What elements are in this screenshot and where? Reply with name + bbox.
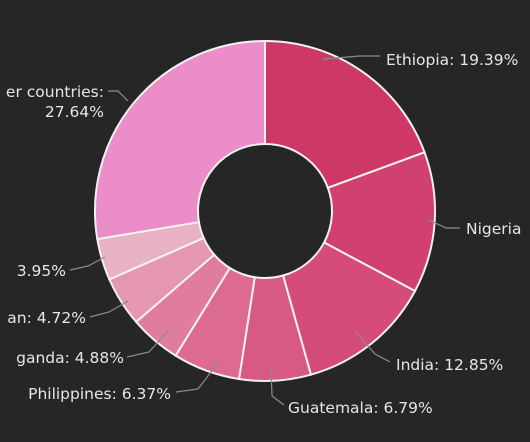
slice-label: Guatemala: 6.79% (288, 399, 433, 417)
slice-label: ganda: 4.88% (16, 349, 124, 367)
slice-label: 3.95% (17, 262, 66, 280)
slice-labels: Ethiopia: 19.39% Nigeria India: 12.85% Guat… (6, 51, 522, 417)
leader-line (175, 362, 219, 393)
donut-slice-ethiopia[interactable] (264, 39, 426, 190)
donut-slices (94, 39, 436, 382)
slice-label: an: 4.72% (7, 309, 86, 327)
donut-slice-india[interactable] (281, 241, 417, 376)
leader-line (108, 90, 129, 102)
slice-label-value: 27.64% (45, 103, 104, 121)
leader-lines (69, 55, 460, 406)
leader-line (89, 300, 129, 318)
slice-label: India: 12.85% (396, 356, 503, 374)
slice-label: Ethiopia: 19.39% (386, 51, 518, 69)
leader-line (126, 330, 169, 358)
leader-line (322, 55, 380, 60)
leader-line (69, 256, 106, 271)
slice-label: Philippines: 6.37% (28, 385, 171, 403)
slice-label: er countries: (6, 83, 104, 101)
leader-line (354, 330, 391, 363)
donut-slice-other-countries[interactable] (94, 39, 266, 241)
leader-line (270, 366, 285, 406)
leader-line (428, 219, 460, 229)
slice-label: Nigeria (466, 220, 521, 238)
